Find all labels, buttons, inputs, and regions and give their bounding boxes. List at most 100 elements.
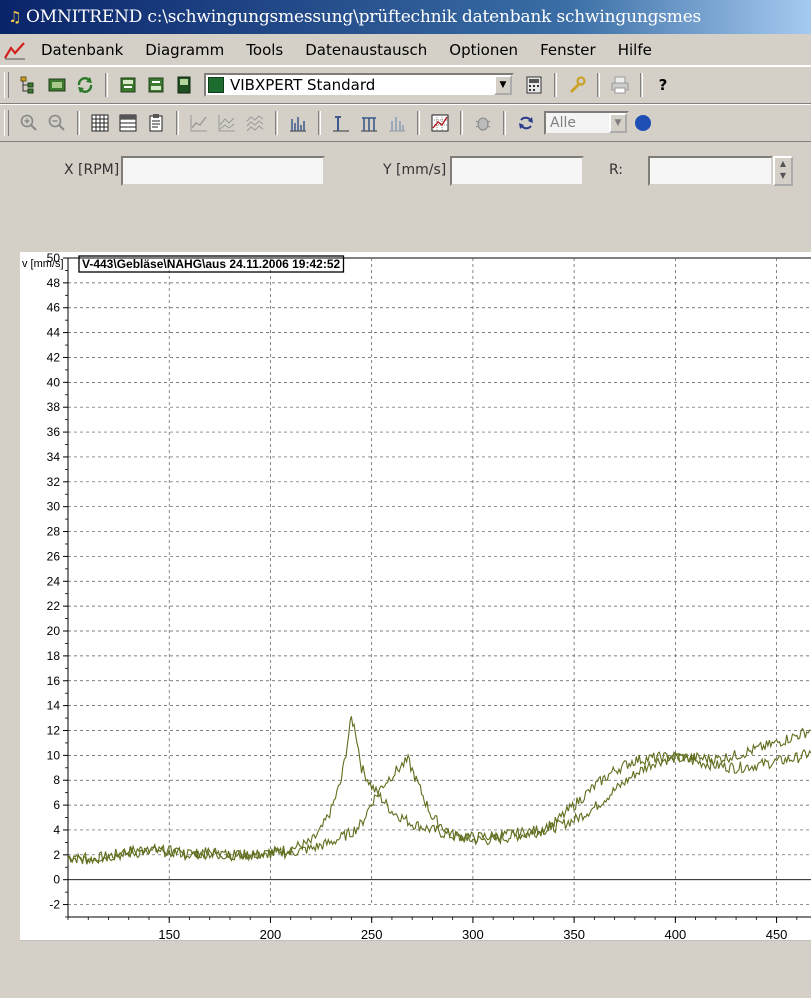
toolbar-separator <box>597 73 600 97</box>
cursor-readout: X [RPM] Y [mm/s] R: ▲ ▼ <box>0 142 811 248</box>
status-bar <box>20 940 811 998</box>
device-icon[interactable] <box>171 72 197 98</box>
y-tick-label: 40 <box>47 375 61 389</box>
y-axis-label: v [mm/s] <box>22 258 64 270</box>
print-icon[interactable] <box>607 72 633 98</box>
y-readout-field[interactable] <box>450 156 584 186</box>
chart-document-icon[interactable] <box>0 40 30 60</box>
send-to-device-icon[interactable] <box>115 72 141 98</box>
grid-toggle-icon[interactable] <box>427 110 453 136</box>
y-tick-label: 44 <box>47 326 61 340</box>
refresh-icon[interactable] <box>513 110 539 136</box>
filter-select[interactable]: Alle ▼ <box>544 111 629 135</box>
bug-icon[interactable] <box>470 110 496 136</box>
y-tick-label: 32 <box>47 475 61 489</box>
table-list-icon[interactable] <box>115 110 141 136</box>
window-title: OMNITREND c:\schwingungsmessung\prüftech… <box>26 7 702 27</box>
toolbar-separator <box>77 111 80 135</box>
y-tick-label: 10 <box>47 748 61 762</box>
menu-tools[interactable]: Tools <box>246 40 284 59</box>
menu-datenbank[interactable]: Datenbank <box>41 40 124 59</box>
chart-title-frame <box>78 255 345 273</box>
toolbar-separator <box>460 111 463 135</box>
y-tick-label: 12 <box>47 723 61 737</box>
chevron-down-icon[interactable]: ▼ <box>609 113 627 133</box>
series-line-1 <box>67 716 811 865</box>
trend-chart-icon[interactable] <box>186 110 212 136</box>
x-tick-label: 200 <box>260 927 282 940</box>
toolbar-grip[interactable] <box>4 72 9 98</box>
report-icon[interactable] <box>143 110 169 136</box>
menu-diagramm[interactable]: Diagramm <box>145 40 225 59</box>
tree-view-icon[interactable] <box>16 72 42 98</box>
y-tick-label: 14 <box>47 699 61 713</box>
calculator-icon[interactable] <box>521 72 547 98</box>
multi-trend-icon[interactable] <box>214 110 240 136</box>
y-tick-label: 48 <box>47 276 61 290</box>
y-tick-label: 38 <box>47 400 61 414</box>
toolbar-separator <box>105 73 108 97</box>
info-icon[interactable] <box>630 110 656 136</box>
menu-datenaustausch[interactable]: Datenaustausch <box>305 40 428 59</box>
y-tick-label: 34 <box>47 450 61 464</box>
y-tick-label: 2 <box>53 848 60 862</box>
receive-from-device-icon[interactable] <box>143 72 169 98</box>
menu-optionen[interactable]: Optionen <box>449 40 519 59</box>
y-tick-label: 24 <box>47 574 61 588</box>
diagram-toolbar: Alle ▼ <box>0 104 811 142</box>
cursor-single-icon[interactable] <box>328 110 354 136</box>
x-tick-label: 150 <box>158 927 180 940</box>
y-tick-label: 30 <box>47 500 61 514</box>
machine-icon[interactable] <box>44 72 70 98</box>
x-tick-label: 350 <box>563 927 585 940</box>
x-tick-label: 250 <box>361 927 383 940</box>
toolbar-separator <box>554 73 557 97</box>
y-readout-label: Y [mm/s] <box>383 162 447 178</box>
y-tick-label: 4 <box>53 823 60 837</box>
title-bar: ♫ OMNITREND c:\schwingungsmessung\prüfte… <box>0 0 811 34</box>
device-chip-icon <box>208 77 224 93</box>
table-grid-icon[interactable] <box>87 110 113 136</box>
help-icon[interactable]: ? <box>658 76 668 94</box>
y-tick-label: 22 <box>47 599 61 613</box>
y-tick-label: 18 <box>47 649 61 663</box>
spectrum-icon[interactable] <box>285 110 311 136</box>
zoom-in-icon[interactable] <box>16 110 42 136</box>
r-spinner[interactable]: ▲ ▼ <box>773 156 793 186</box>
cursor-harmonic-icon[interactable] <box>356 110 382 136</box>
x-tick-label: 300 <box>462 927 484 940</box>
waterfall-icon[interactable] <box>242 110 268 136</box>
y-tick-label: 6 <box>53 798 60 812</box>
toolbar-separator <box>640 73 643 97</box>
app-icon: ♫ <box>8 8 22 26</box>
toolbar-grip[interactable] <box>4 110 9 136</box>
zoom-out-icon[interactable] <box>44 110 70 136</box>
r-readout-field[interactable] <box>648 156 773 186</box>
sync-icon[interactable] <box>72 72 98 98</box>
x-tick-label: 450 <box>766 927 788 940</box>
y-tick-label: 50 <box>47 252 61 265</box>
y-tick-label: 0 <box>53 873 60 887</box>
y-tick-label: 28 <box>47 525 61 539</box>
main-toolbar: VIBXPERT Standard ▼ ? <box>0 66 811 104</box>
series-line-2 <box>67 727 811 865</box>
toolbar-separator <box>318 111 321 135</box>
y-tick-label: -2 <box>49 898 60 912</box>
filter-value: Alle <box>550 115 576 131</box>
x-readout-field[interactable] <box>121 156 325 186</box>
y-tick-label: 20 <box>47 624 61 638</box>
chart-panel: -2 0 2 4 6 8 10 12 14 16 18 20 22 24 26 28 30 32 34 36 38 40 4… <box>20 252 811 940</box>
device-profile-select[interactable]: VIBXPERT Standard ▼ <box>204 73 514 97</box>
toolbar-separator <box>176 111 179 135</box>
cursor-sideband-icon[interactable] <box>384 110 410 136</box>
vibration-chart[interactable]: -202468101214161820222426283032343638404… <box>20 252 811 940</box>
chevron-down-icon[interactable]: ▼ <box>494 75 512 95</box>
y-tick-label: 36 <box>47 425 61 439</box>
wrench-icon[interactable] <box>564 72 590 98</box>
toolbar-separator <box>275 111 278 135</box>
y-tick-label: 42 <box>47 350 61 364</box>
menu-fenster[interactable]: Fenster <box>540 40 596 59</box>
x-readout-label: X [RPM] <box>64 162 120 178</box>
y-tick-label: 16 <box>47 674 61 688</box>
menu-hilfe[interactable]: Hilfe <box>617 40 652 59</box>
